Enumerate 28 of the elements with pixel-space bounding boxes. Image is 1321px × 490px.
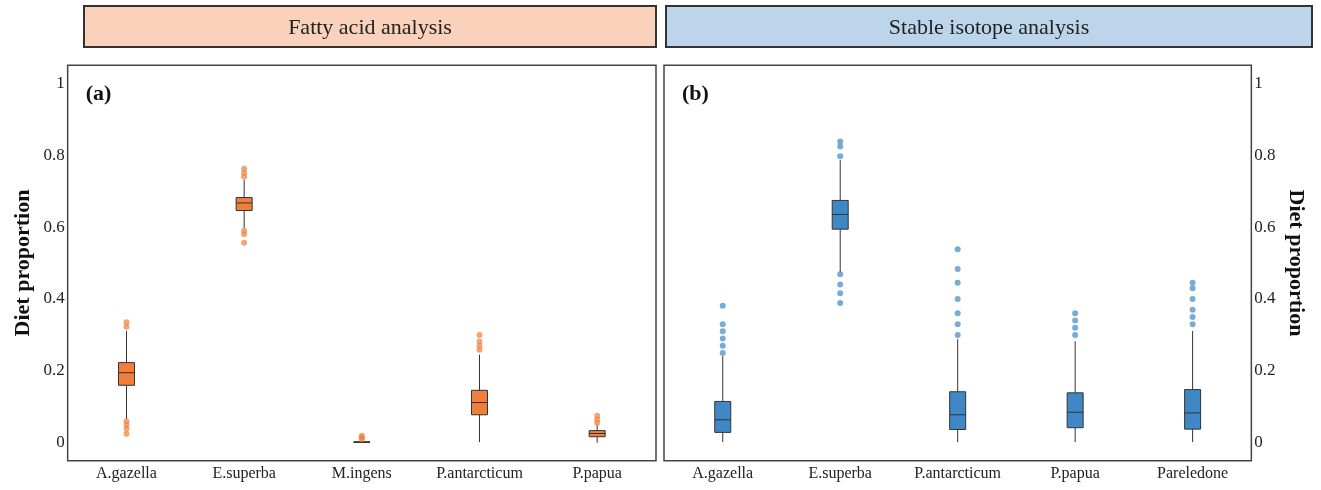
y2-tick-label: 0.6: [1254, 216, 1276, 236]
y2-tick-label: 1: [1254, 72, 1263, 92]
x-tick-label: P.antarcticum: [436, 463, 524, 481]
x-tick-label: P.papua: [572, 463, 622, 482]
y-tick-label: 0.4: [43, 288, 66, 308]
chart-title: Fatty acid analysis: [83, 5, 657, 48]
x-tick-label: A.gazella: [96, 463, 157, 482]
x-tick-label: E.superba: [212, 463, 276, 482]
annotation: (a): [85, 79, 112, 105]
x-tick-label: P.antarcticum: [914, 463, 1002, 481]
y2-tick-label: 0.8: [1254, 144, 1276, 164]
y-tick-label: 0.8: [43, 144, 65, 164]
chart-title: Stable isotope analysis: [665, 5, 1313, 48]
y2-axis-title: Diet proportion: [1285, 189, 1311, 337]
x-tick-label: A.gazella: [692, 463, 754, 482]
y-axis-title: Diet proportion: [8, 189, 34, 337]
y-tick-label: 0.6: [43, 216, 65, 236]
x-tick-label: E.superba: [808, 463, 872, 482]
annotation: (b): [682, 79, 709, 105]
y2-tick-label: 0.4: [1254, 288, 1277, 308]
x-tick-label: Pareledone: [1157, 463, 1229, 481]
y2-tick-label: 0.2: [1254, 360, 1276, 380]
x-tick-label: M.ingens: [331, 463, 392, 482]
x-tick-label: P.papua: [1050, 463, 1100, 482]
y2-tick-label: 0: [1254, 432, 1263, 452]
y-tick-label: 0: [56, 432, 65, 452]
y-tick-label: 0.2: [43, 360, 65, 380]
y-tick-label: 1: [56, 72, 65, 92]
